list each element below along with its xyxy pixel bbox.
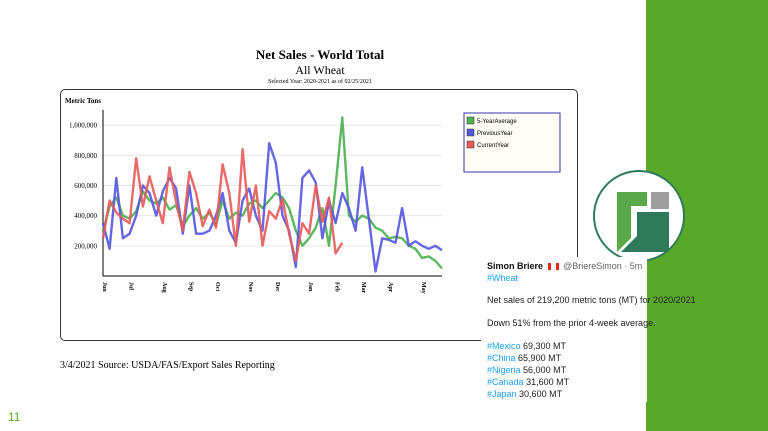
slide-number: 11 <box>8 410 21 424</box>
logo-badge <box>593 170 685 262</box>
x-tick-label: Jul <box>128 282 134 290</box>
source-note: 3/4/2021 Source: USDA/FAS/Export Sales R… <box>60 360 275 371</box>
legend-label: PreviousYear <box>477 131 512 137</box>
hashtag-japan[interactable]: #Japan <box>487 389 517 399</box>
tweet-card: Simon Briere @BriereSimon · 5m #Wheat Ne… <box>481 257 696 402</box>
hashtag-china[interactable]: #China <box>487 353 516 363</box>
tweet-header: Simon Briere @BriereSimon · 5m <box>487 261 642 271</box>
hashtag-mexico[interactable]: #Mexico <box>487 341 521 351</box>
axes <box>102 110 442 277</box>
country-value: 65,900 MT <box>518 353 562 363</box>
logo-icon <box>617 192 669 252</box>
x-tick-label: Apr <box>387 282 393 293</box>
y-tick-label: 800,000 <box>74 152 97 160</box>
y-tick-label: 1,000,000 <box>69 122 98 130</box>
canada-flag-icon <box>547 263 559 271</box>
country-row: #Mexico 69,300 MT <box>487 341 566 351</box>
series-line-currentyear <box>101 147 344 263</box>
tweet-text-line1: Net sales of 219,200 metric tons (MT) fo… <box>487 295 696 305</box>
tweet-text-line2: Down 51% from the prior 4-week average. <box>487 318 656 328</box>
x-tick-label: Nov <box>247 282 253 292</box>
y-tick-label: 400,000 <box>74 212 97 220</box>
country-row: #Canada 31,600 MT <box>487 377 569 387</box>
series-line-previousyear <box>101 141 443 273</box>
x-tick-label: Oct <box>214 282 220 291</box>
chart-subtitle: All Wheat <box>295 63 345 77</box>
legend: 5-YearAverage PreviousYear CurrentYear <box>463 112 561 173</box>
legend-swatch <box>466 140 475 149</box>
hashtag-wheat[interactable]: #Wheat <box>487 273 519 283</box>
country-row: #Japan 30,600 MT <box>487 389 562 399</box>
tweet-author[interactable]: Simon Briere <box>487 261 544 271</box>
series-lines <box>101 116 443 273</box>
legend-swatch <box>466 116 475 125</box>
country-value: 56,000 MT <box>523 365 567 375</box>
legend-box <box>463 112 561 173</box>
x-tick-label: Feb <box>334 282 340 292</box>
chart-note: Selected Year: 2020-2021 as of 02/25/202… <box>268 79 372 85</box>
x-tick-label: Sep <box>187 282 193 292</box>
x-tick-label: Jun <box>101 282 107 292</box>
x-tick-label: Mar <box>360 282 366 294</box>
x-tick-label: Aug <box>161 282 167 293</box>
country-row: #China 65,900 MT <box>487 353 561 363</box>
x-tick-label: Dec <box>274 282 280 292</box>
y-tick-labels: 200,000 400,000 600,000 800,000 1,000,000 <box>69 122 98 251</box>
tweet-handle[interactable]: @BriereSimon <box>563 261 622 271</box>
legend-label: CurrentYear <box>477 143 509 149</box>
x-tick-label: Jan <box>307 282 313 292</box>
country-value: 69,300 MT <box>523 341 567 351</box>
chart-title: Net Sales - World Total <box>255 47 385 62</box>
hashtag-nigeria[interactable]: #Nigeria <box>487 365 521 375</box>
y-tick-label: 600,000 <box>74 182 97 190</box>
x-tick-label: May <box>420 282 426 294</box>
country-value: 30,600 MT <box>519 389 563 399</box>
hashtag-canada[interactable]: #Canada <box>487 377 524 387</box>
tweet-time: · 5m <box>624 261 643 271</box>
country-row: #Nigeria 56,000 MT <box>487 365 566 375</box>
legend-swatch <box>466 128 475 137</box>
x-tick-labels: Jun Jul Aug Sep Oct Nov Dec Jan Feb Mar Apr May <box>101 282 426 294</box>
country-value: 31,600 MT <box>526 377 570 387</box>
grid-lines <box>103 124 442 247</box>
y-tick-label: 200,000 <box>74 242 97 250</box>
y-axis-label: Metric Tons <box>65 97 101 105</box>
legend-label: 5-YearAverage <box>477 119 517 125</box>
